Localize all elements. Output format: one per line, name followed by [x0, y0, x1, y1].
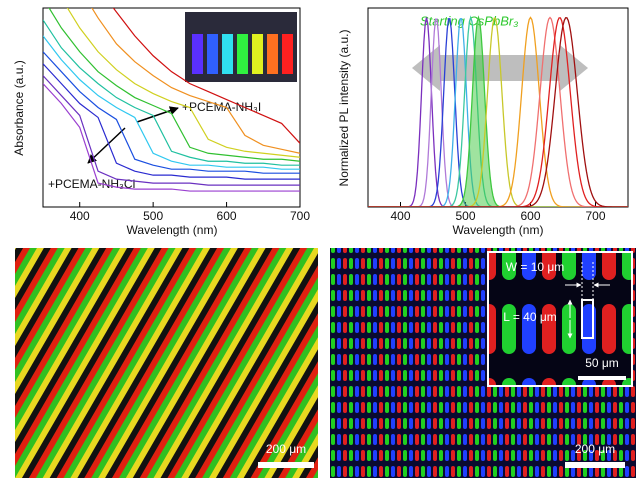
scale-label: 200 μm — [575, 442, 615, 456]
annotation: +PCEMA-NH₃Cl — [48, 177, 135, 191]
pl-line — [368, 18, 628, 207]
y-axis-label: Normalized PL intensity (a.u.) — [337, 30, 351, 187]
spectrum-line — [43, 63, 300, 180]
spectrum-line — [43, 35, 300, 170]
pl-line — [368, 17, 628, 207]
pl-line — [368, 17, 628, 207]
pl-line — [368, 15, 628, 207]
scale-label: 200 μm — [266, 442, 306, 456]
pl-line — [368, 15, 628, 207]
x-axis-label: Wavelength (nm) — [127, 223, 218, 237]
arrow — [87, 127, 126, 164]
plot-area — [43, 8, 300, 192]
x-tick-label: 700 — [585, 209, 605, 223]
spectrum-line — [66, 8, 300, 158]
x-tick-label: 400 — [70, 209, 90, 223]
scale-bar — [565, 462, 625, 468]
vial-photo — [185, 12, 297, 82]
inset — [487, 251, 633, 387]
x-tick-label: 500 — [143, 209, 163, 223]
pl-fill — [368, 17, 628, 207]
micrograph — [15, 248, 318, 478]
pl-line — [368, 17, 628, 207]
annotation: +PCEMA-NH₃I — [182, 100, 261, 114]
length-label: L = 40 μm — [503, 310, 557, 324]
x-tick-label: 400 — [390, 209, 410, 223]
pl-line — [368, 17, 628, 207]
x-tick-label: 700 — [290, 209, 310, 223]
scale-label: 50 μm — [585, 356, 619, 370]
width-label: W = 10 μm — [506, 260, 565, 274]
spectrum-line — [43, 75, 300, 186]
spectrum-line — [43, 51, 300, 174]
x-tick-label: 500 — [455, 209, 475, 223]
x-tick-label: 600 — [520, 209, 540, 223]
pl-line — [368, 18, 628, 207]
plot-area — [368, 15, 628, 207]
plot-frame — [42, 7, 301, 208]
pl-line — [368, 16, 628, 207]
spectrum-line — [43, 83, 300, 192]
pl-line — [368, 18, 628, 207]
x-axis-label: Wavelength (nm) — [453, 223, 544, 237]
x-tick-label: 600 — [217, 209, 237, 223]
scale-bar — [578, 376, 626, 380]
scale-bar — [258, 462, 314, 468]
spectrum-line — [112, 8, 300, 144]
spectrum-line — [43, 19, 300, 166]
y-axis-label: Absorbance (a.u.) — [12, 60, 26, 155]
pl-line — [368, 16, 628, 207]
spectrum-line — [48, 8, 300, 162]
spectrum-line — [91, 8, 300, 154]
arrow — [136, 106, 179, 123]
pixel-outline — [581, 299, 594, 339]
